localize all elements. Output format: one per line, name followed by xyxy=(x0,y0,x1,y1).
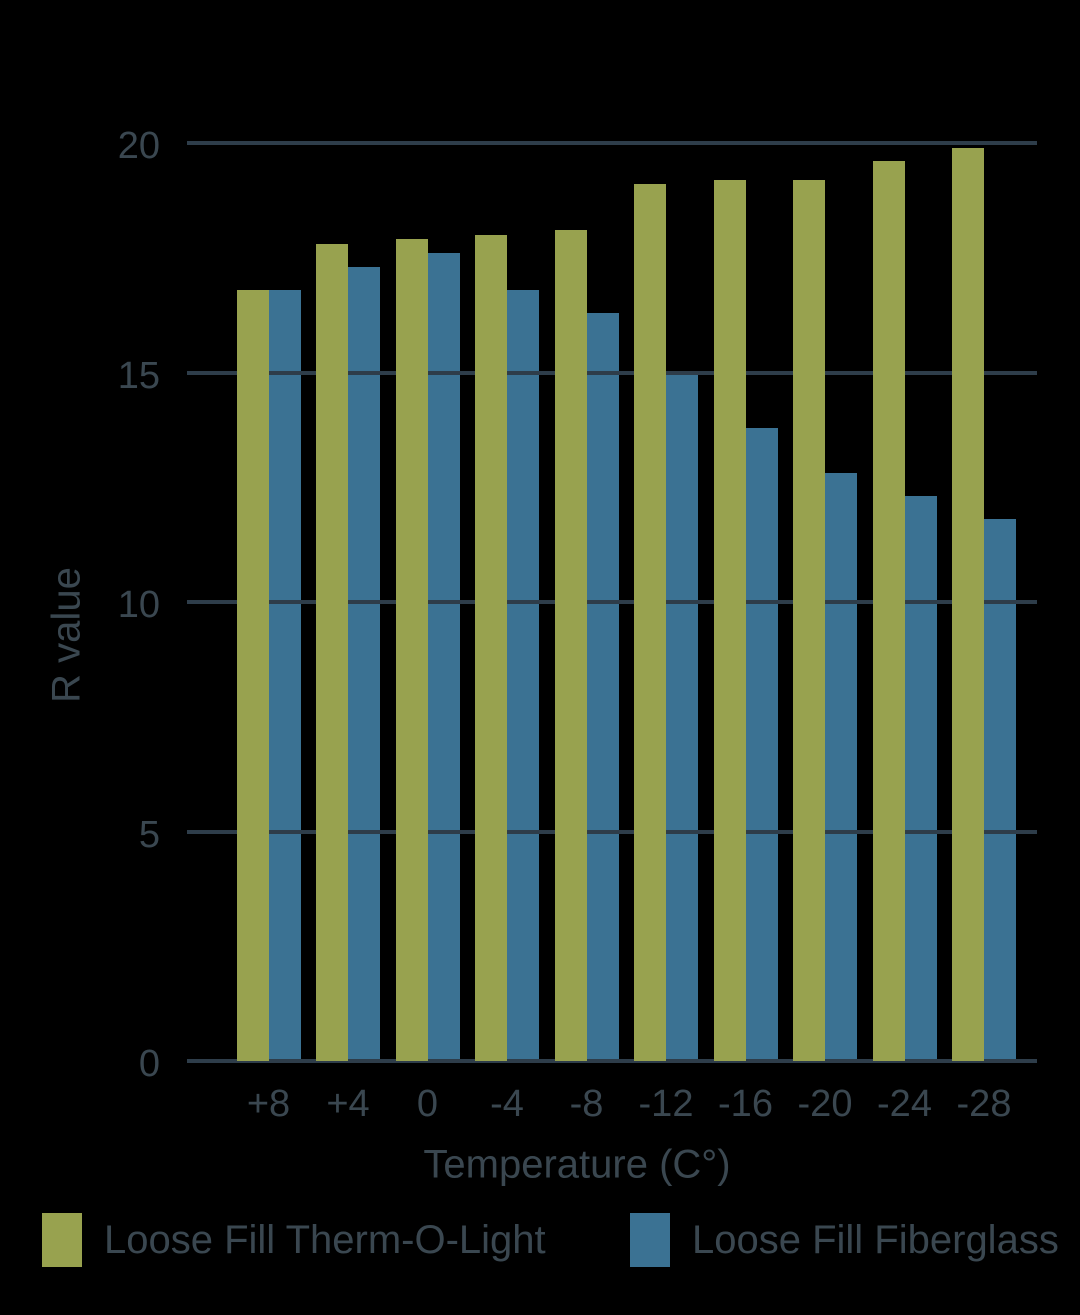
bar-fiberglass--4 xyxy=(507,289,539,1061)
x-tick-label--12: -12 xyxy=(638,1083,694,1125)
y-tick-label-10: 10 xyxy=(117,584,160,626)
bar-group--16 xyxy=(713,143,778,1061)
x-tick-label--16: -16 xyxy=(718,1083,773,1125)
y-tick-label-0: 0 xyxy=(138,1043,160,1085)
bar-therm-o-light-+8 xyxy=(236,289,269,1061)
x-tick-label-0: 0 xyxy=(416,1083,439,1125)
bar-therm-o-light-+4 xyxy=(316,243,348,1061)
bar-fiberglass--24 xyxy=(904,496,937,1061)
x-tick-label--8: -8 xyxy=(569,1083,604,1125)
x-axis-line xyxy=(187,1059,1037,1063)
bar-group-+8 xyxy=(236,143,301,1061)
legend-label-therm-o-light: Loose Fill Therm-O-Light xyxy=(104,1218,546,1262)
bar-fiberglass-+4 xyxy=(348,266,380,1061)
bar-fiberglass--8 xyxy=(586,312,619,1061)
bar-therm-o-light--4 xyxy=(475,234,507,1061)
bar-group--28 xyxy=(952,143,1016,1061)
legend-swatch-therm-o-light xyxy=(42,1213,82,1267)
x-tick-label-+4: +4 xyxy=(326,1083,370,1125)
x-tick-label--4: -4 xyxy=(490,1083,524,1125)
bar-group--20 xyxy=(793,143,857,1061)
bar-therm-o-light--16 xyxy=(713,179,746,1061)
x-tick-label--24: -24 xyxy=(877,1083,932,1125)
bar-fiberglass--20 xyxy=(825,473,857,1061)
bar-therm-o-light-0 xyxy=(395,239,428,1061)
bar-therm-o-light--8 xyxy=(554,230,587,1061)
bar-fiberglass-+8 xyxy=(268,289,301,1061)
x-tick-label-+8: +8 xyxy=(246,1083,291,1125)
bar-therm-o-light--24 xyxy=(872,161,905,1061)
bar-group--8 xyxy=(554,143,619,1061)
bar-group--4 xyxy=(475,143,539,1061)
gridline-10 xyxy=(187,600,1037,604)
x-axis-title: Temperature (C°) xyxy=(423,1142,731,1187)
y-tick-label-20: 20 xyxy=(117,125,160,167)
bar-fiberglass--16 xyxy=(745,427,778,1061)
legend-item-therm-o-light: Loose Fill Therm-O-Light xyxy=(42,1213,546,1267)
bar-fiberglass-0 xyxy=(427,253,460,1061)
legend-swatch-fiberglass xyxy=(630,1213,670,1267)
bar-fiberglass--28 xyxy=(984,519,1016,1061)
bar-group-+4 xyxy=(316,143,380,1061)
bar-group-0 xyxy=(395,143,460,1061)
gridline-20 xyxy=(187,141,1037,145)
legend-label-fiberglass: Loose Fill Fiberglass xyxy=(692,1218,1059,1262)
y-tick-label-5: 5 xyxy=(138,813,160,856)
bar-group--12 xyxy=(634,143,698,1061)
bar-fiberglass--12 xyxy=(666,372,698,1061)
x-tick-label--20: -20 xyxy=(797,1083,853,1125)
gridline-5 xyxy=(187,829,1037,834)
x-tick-label--28: -28 xyxy=(956,1083,1012,1125)
y-tick-label-15: 15 xyxy=(117,354,160,397)
bar-group--24 xyxy=(872,143,937,1061)
gridline-15 xyxy=(187,370,1037,375)
legend: Loose Fill Therm-O-Light Loose Fill Fibe… xyxy=(0,1213,1080,1267)
bar-therm-o-light--28 xyxy=(952,147,984,1061)
legend-item-fiberglass: Loose Fill Fiberglass xyxy=(630,1213,1059,1267)
bar-therm-o-light--12 xyxy=(634,184,666,1061)
bar-therm-o-light--20 xyxy=(793,179,825,1061)
plot-area xyxy=(187,141,1037,1063)
